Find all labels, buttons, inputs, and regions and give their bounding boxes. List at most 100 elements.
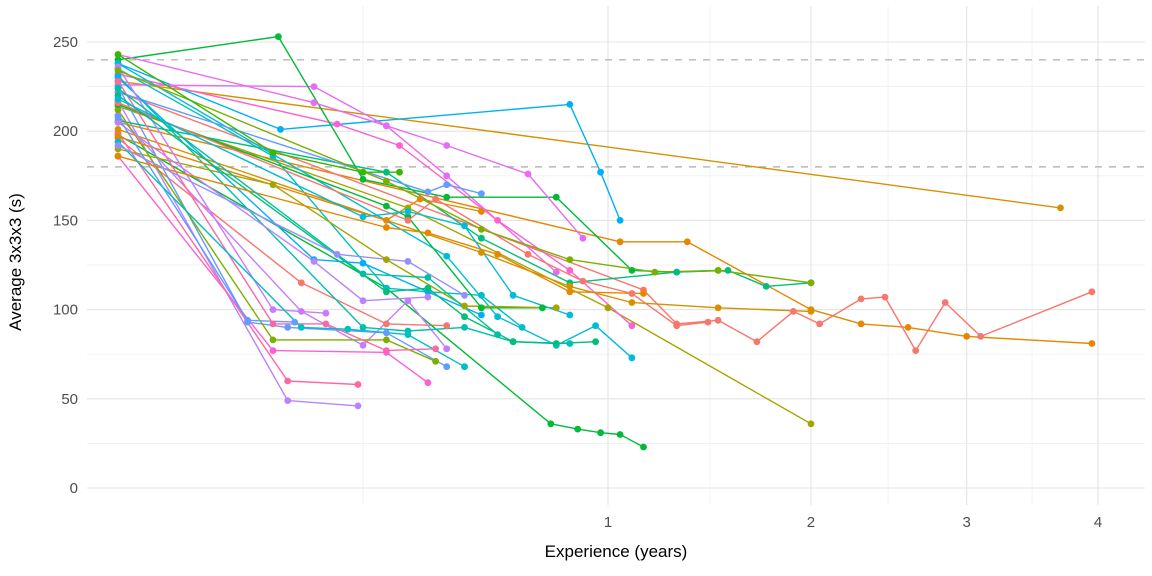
data-point [509,291,517,299]
series-line [117,53,584,239]
y-tick-label: 50 [61,391,78,408]
data-point [1088,288,1096,296]
data-point [494,217,501,224]
data-point [424,274,432,281]
data-point [383,202,390,210]
data-point [628,322,636,330]
data-point [114,95,122,103]
data-point [383,217,390,224]
data-point [478,311,485,319]
data-point [977,333,985,340]
data-point [359,213,367,221]
data-point [333,250,341,258]
data-points [114,33,1096,451]
data-point [443,322,451,330]
series-line [117,62,633,359]
data-point [432,345,439,353]
data-point [461,302,468,310]
data-point [114,142,122,149]
data-point [297,279,305,287]
data-point [673,268,681,276]
data-point [443,142,451,149]
series-line [117,114,448,350]
data-point [478,190,485,198]
data-point [566,101,574,108]
data-point [359,168,367,176]
series-lines [117,35,1093,448]
series-line [117,135,482,222]
series-line [117,155,429,384]
series-line [117,35,719,273]
data-point [753,338,761,346]
series-line [117,102,709,327]
data-point [640,290,647,297]
data-point [566,256,574,263]
data-point [244,316,252,324]
data-point [269,336,277,344]
series-line [117,105,812,425]
data-point [628,299,636,306]
data-point [673,322,681,330]
data-point [443,172,451,180]
data-point [359,270,367,278]
data-point [566,311,574,319]
y-axis-title: Average 3x3x3 (s) [6,193,25,331]
data-point [509,338,517,346]
data-point [114,125,122,133]
data-point [114,133,122,141]
data-point [114,51,122,58]
data-point [714,304,722,312]
data-point [478,304,485,312]
data-point [297,324,305,331]
series-line [117,98,571,316]
x-tick-label: 3 [963,514,971,531]
data-point [478,234,485,242]
data-point [762,283,770,290]
data-point [857,295,865,303]
data-point [269,347,277,354]
data-point [359,176,367,183]
data-point [443,181,451,189]
data-point [714,316,722,324]
data-point [383,256,390,263]
data-point [383,320,390,328]
data-point [404,208,412,215]
data-point [359,297,367,305]
data-point [114,85,122,92]
data-point [807,420,815,428]
data-point [592,338,599,346]
data-point [310,99,318,107]
data-point [383,336,390,344]
data-point [941,299,949,306]
tick-labels: 0 50 100 150 200 250 1 2 3 4 [53,34,1102,531]
data-point [579,277,587,285]
data-point [322,320,330,328]
series-line [117,144,465,296]
data-point [404,258,412,265]
series-line [117,80,1061,209]
data-point [790,308,797,315]
data-point [424,379,432,387]
data-point [443,252,451,260]
data-point [478,291,485,299]
data-point [443,345,451,353]
data-point [291,318,299,326]
data-point [524,250,532,258]
data-point [857,320,865,328]
data-point [816,320,823,328]
data-point [461,324,468,331]
y-tick-label: 250 [53,34,78,51]
data-point [359,259,367,267]
data-point [114,67,122,74]
data-point [539,304,546,312]
data-point [404,217,412,224]
series-line [117,109,436,362]
data-point [274,33,282,40]
data-point [432,357,439,365]
data-point [424,188,432,196]
data-point [396,168,403,176]
data-point [524,170,532,178]
data-point [443,193,451,201]
data-point [404,297,412,305]
